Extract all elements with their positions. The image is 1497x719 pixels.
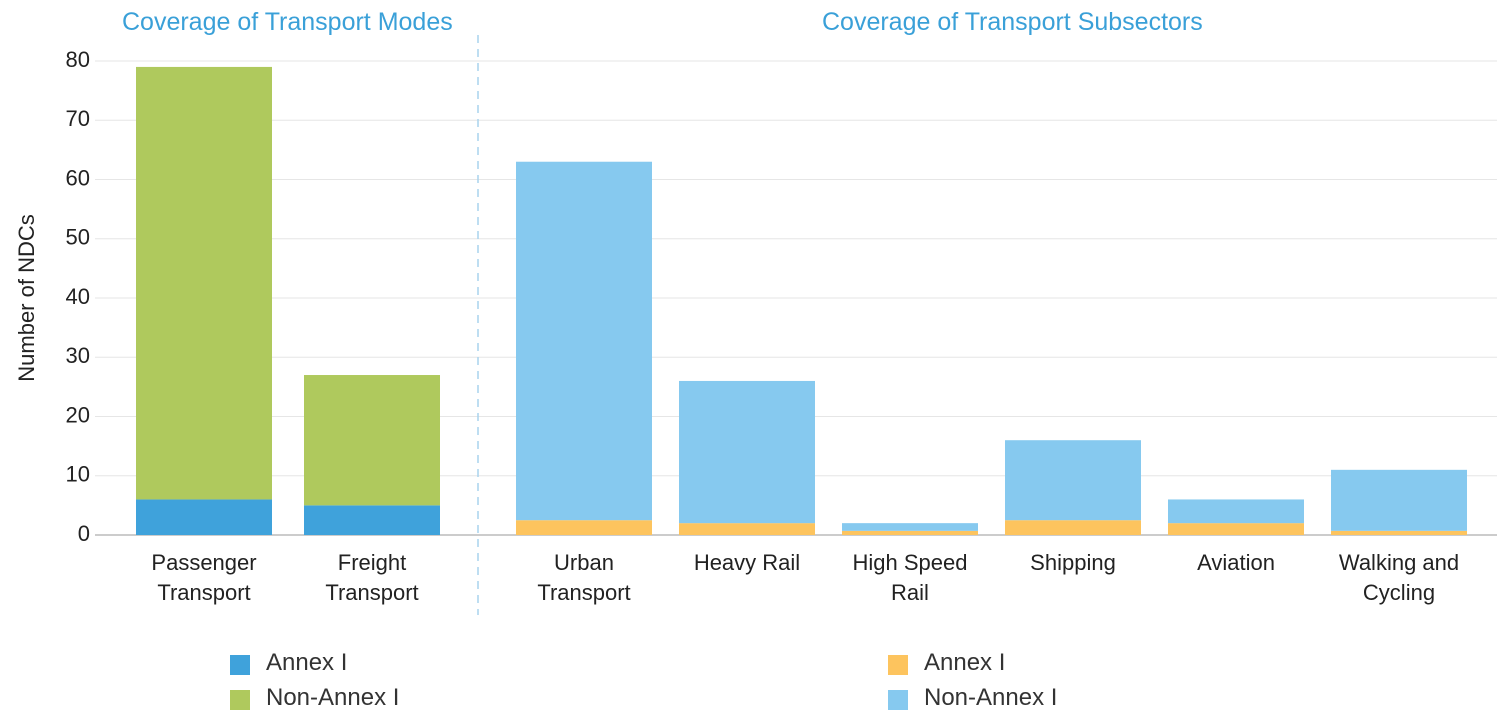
bar-segment bbox=[304, 505, 440, 535]
legend-swatch bbox=[230, 655, 250, 675]
y-tick-label: 20 bbox=[66, 402, 90, 427]
y-tick-label: 50 bbox=[66, 225, 90, 250]
bar-segment bbox=[679, 380, 815, 524]
y-axis-label: Number of NDCs bbox=[14, 214, 39, 381]
bar-segment bbox=[842, 530, 978, 535]
bar-segment bbox=[516, 161, 652, 521]
bar-segment bbox=[1168, 523, 1304, 535]
y-tick-label: 40 bbox=[66, 284, 90, 309]
x-tick-label: Urban Transport bbox=[537, 550, 631, 605]
x-tick-label: Shipping bbox=[1030, 550, 1116, 575]
y-tick-label: 70 bbox=[66, 106, 90, 131]
y-tick-label: 60 bbox=[66, 165, 90, 190]
bar-segment bbox=[1005, 520, 1141, 535]
legend-swatch bbox=[230, 690, 250, 710]
bar-segment bbox=[136, 66, 272, 500]
x-tick-label: Freight Transport bbox=[325, 550, 419, 605]
x-tick-label: Aviation bbox=[1197, 550, 1275, 575]
bar-segment bbox=[1331, 530, 1467, 535]
panel-title: Coverage of Transport Modes bbox=[122, 8, 453, 36]
legend-label: Non-Annex I bbox=[266, 684, 400, 711]
y-tick-label: 80 bbox=[66, 47, 90, 72]
panel-title: Coverage of Transport Subsectors bbox=[822, 8, 1203, 36]
bar-segment bbox=[679, 523, 815, 535]
x-tick-label: Heavy Rail bbox=[693, 550, 801, 575]
bar-segment bbox=[1331, 469, 1467, 531]
y-tick-label: 0 bbox=[78, 521, 90, 546]
bar-segment bbox=[136, 499, 272, 535]
legend-label: Non-Annex I bbox=[924, 684, 1058, 711]
legend-label: Annex I bbox=[266, 649, 348, 676]
y-tick-label: 30 bbox=[66, 343, 90, 368]
bar-segment bbox=[1168, 499, 1304, 524]
y-tick-label: 10 bbox=[66, 462, 90, 487]
bar-segment bbox=[1005, 440, 1141, 521]
bar-segment bbox=[842, 523, 978, 531]
x-tick-label: Walking and Cycling bbox=[1338, 550, 1460, 605]
bar-segment bbox=[304, 375, 440, 506]
legend-swatch bbox=[888, 690, 908, 710]
x-tick-label: Passenger Transport bbox=[151, 550, 257, 605]
bar-segment bbox=[516, 520, 652, 535]
legend-swatch bbox=[888, 655, 908, 675]
legend-label: Annex I bbox=[924, 649, 1006, 676]
x-tick-label: High Speed Rail bbox=[852, 550, 968, 605]
